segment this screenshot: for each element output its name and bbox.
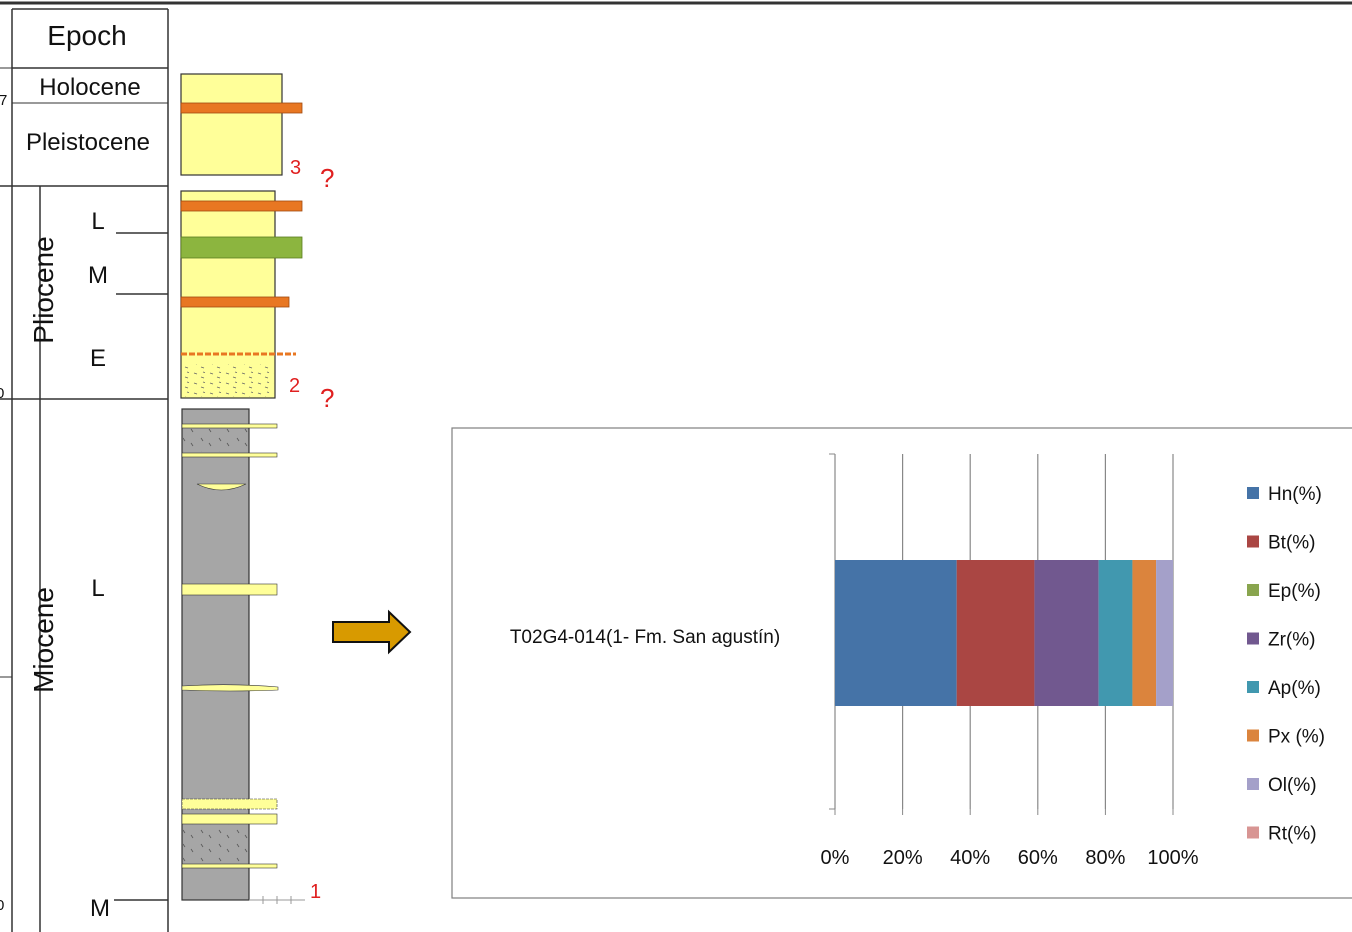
speckled-sand-unit <box>182 364 274 397</box>
chart-bars <box>835 560 1173 706</box>
stratigraphic-column-3: 3 ? <box>180 73 334 193</box>
right-arrow-icon <box>332 609 412 655</box>
sand-unit <box>180 190 276 399</box>
sample-marker-1: 1 <box>310 881 321 903</box>
query-mark: ? <box>320 163 334 193</box>
legend-label: Rt(%) <box>1268 824 1317 845</box>
legend-swatch <box>1247 778 1259 790</box>
bar-segment <box>1132 560 1157 706</box>
sample-marker-3: 3 <box>290 157 301 179</box>
legend-swatch <box>1247 487 1259 499</box>
age-digit-top: 7 <box>0 92 7 109</box>
sand-lens <box>181 423 278 429</box>
x-tick-label: 40% <box>950 847 990 869</box>
legend-swatch <box>1247 681 1259 693</box>
legend-label: Px (%) <box>1268 727 1325 748</box>
bar-segment <box>1034 560 1099 706</box>
query-mark: ? <box>320 383 334 413</box>
bar-segment <box>956 560 1035 706</box>
sand-unit <box>180 73 283 176</box>
epoch-miocene: Miocene <box>28 587 59 693</box>
sand-lens <box>181 863 278 869</box>
x-tick-label: 20% <box>883 847 923 869</box>
stratigraphic-table: Epoch Holocene Pleistocene Pliocene Mioc… <box>0 8 169 932</box>
orange-band <box>180 296 290 308</box>
pliocene-early-label: E <box>90 345 106 372</box>
orange-band <box>180 200 303 212</box>
bar-segment <box>1098 560 1133 706</box>
sand-lens <box>181 684 279 692</box>
bar-segment <box>835 560 957 706</box>
pliocene-middle-label: M <box>88 262 108 289</box>
sand-bed <box>181 583 278 596</box>
x-tick-label: 80% <box>1085 847 1125 869</box>
speckled-shale <box>183 822 248 862</box>
legend-swatch <box>1247 535 1259 548</box>
legend-label: Ep(%) <box>1268 581 1321 602</box>
age-digit-mid: 0 <box>0 385 4 402</box>
legend-label: Bt(%) <box>1268 533 1316 554</box>
x-tick-labels: 0% 20% 40% 60% 80% 100% <box>821 847 1199 869</box>
bar-segment <box>1156 560 1173 706</box>
legend-swatch <box>1247 632 1259 645</box>
x-tick-label: 100% <box>1147 847 1198 869</box>
legend-label: Ol(%) <box>1268 775 1317 796</box>
chart-legend: Hn(%) Bt(%) Ep(%) Zr(%) Ap(%) Px (%) Ol(%) Rt(%… <box>1247 484 1325 845</box>
chart-panel: 0% 20% 40% 60% 80% 100% T02G4-014(1- Fm. San … <box>451 427 1352 899</box>
sand-lens <box>181 452 278 458</box>
sand-bed <box>181 798 278 810</box>
legend-swatch <box>1247 729 1259 742</box>
x-tick-label: 60% <box>1018 847 1058 869</box>
miocene-late-label: L <box>91 575 104 602</box>
sand-bed <box>181 813 278 825</box>
epoch-header: Epoch <box>47 20 126 51</box>
legend-label: Zr(%) <box>1268 630 1315 651</box>
green-band <box>180 236 303 259</box>
stratigraphic-column-2: 2 ? <box>180 190 334 413</box>
legend-swatch <box>1247 584 1259 596</box>
sample-marker-2: 2 <box>289 375 300 397</box>
stratigraphic-column-1: 1 <box>181 408 321 904</box>
age-digit-bottom: 0 <box>0 897 4 914</box>
epoch-pliocene: Pliocene <box>28 236 59 343</box>
legend-swatch <box>1247 826 1259 839</box>
category-label: T02G4-014(1- Fm. San agustín) <box>510 627 780 648</box>
epoch-pleistocene: Pleistocene <box>26 129 150 156</box>
orange-band <box>180 102 303 114</box>
sand-lens <box>196 483 247 491</box>
legend-label: Ap(%) <box>1268 678 1321 699</box>
legend-label: Hn(%) <box>1268 484 1322 505</box>
speckled-shale <box>183 428 248 452</box>
miocene-middle-label: M <box>90 895 110 922</box>
pliocene-late-label: L <box>91 208 104 235</box>
epoch-holocene: Holocene <box>39 74 140 101</box>
x-tick-label: 0% <box>821 847 850 869</box>
